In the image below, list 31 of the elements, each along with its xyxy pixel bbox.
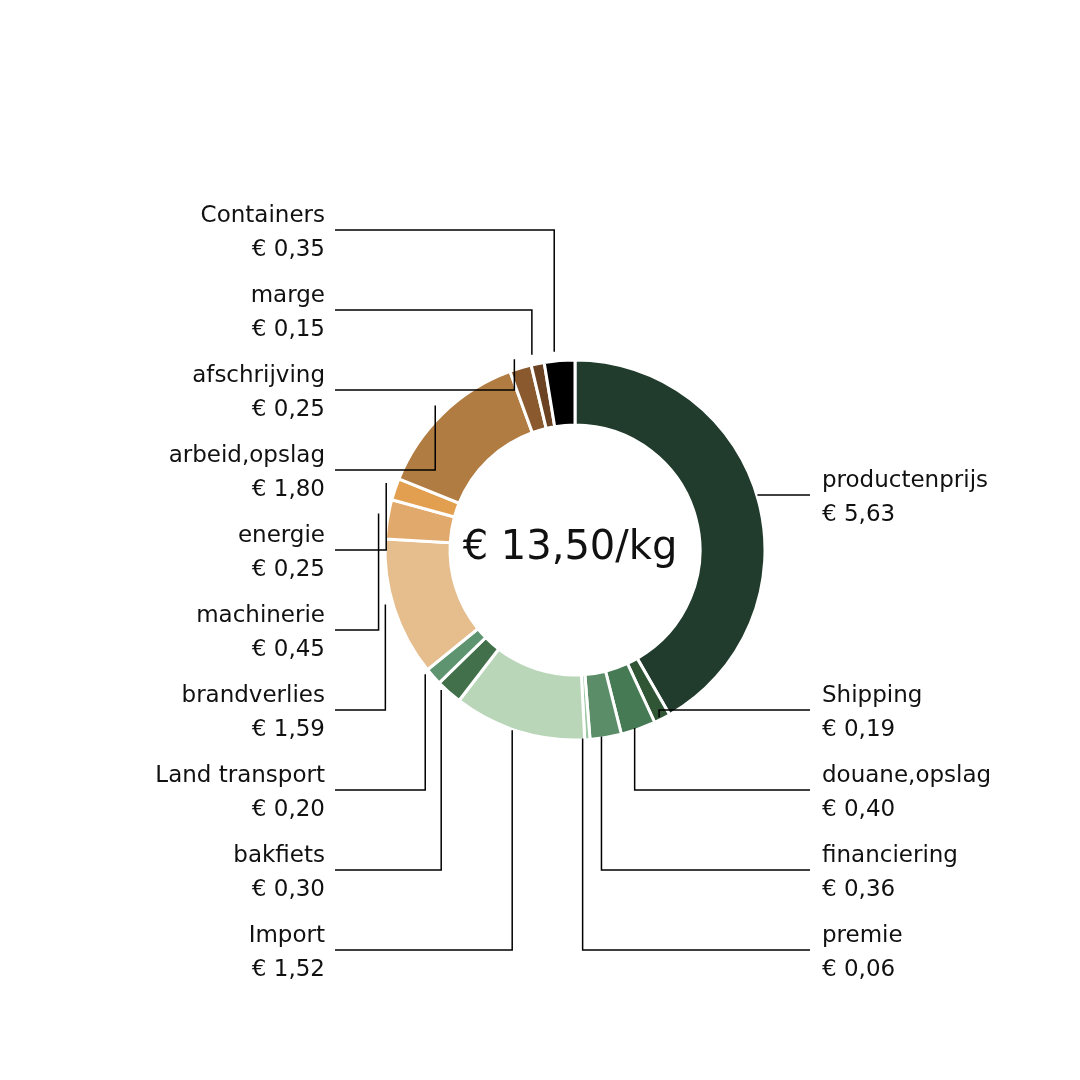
slice-label: Containers <box>200 201 325 227</box>
slice-label: bakfiets <box>233 841 325 867</box>
data-label: € 1,59 <box>251 715 325 741</box>
data-label: € 0,30 <box>251 875 325 901</box>
data-label: € 0,36 <box>822 875 896 901</box>
data-label: € 0,25 <box>251 395 325 421</box>
slice-label: afschrijving <box>192 361 325 387</box>
slice-label: machinerie <box>196 601 325 627</box>
data-label: € 0,06 <box>822 955 896 981</box>
data-label: € 5,63 <box>822 500 896 527</box>
data-label: € 0,15 <box>251 315 325 341</box>
slice-label: energie <box>237 521 325 547</box>
slice-label: marge <box>250 281 325 307</box>
data-label: € 0,35 <box>251 235 325 261</box>
slice-label: douane,opslag <box>822 761 992 787</box>
slice-label: premie <box>822 921 903 947</box>
data-label: € 0,25 <box>251 555 325 581</box>
slice-label: brandverlies <box>181 681 325 707</box>
data-label: € 1,80 <box>251 475 325 501</box>
slice-label: arbeid,opslag <box>168 441 325 467</box>
slice-label: Shipping <box>822 681 923 707</box>
data-label: € 0,45 <box>251 635 325 661</box>
slice-label: financiering <box>822 841 958 867</box>
slice-label: Import <box>248 921 325 947</box>
data-label: € 0,20 <box>251 795 325 821</box>
data-label: € 0,40 <box>822 795 896 821</box>
data-label: € 0,19 <box>822 715 896 741</box>
data-label: € 1,52 <box>251 955 325 981</box>
slice-label: Land transport <box>155 761 325 787</box>
slice-label: productenprijs <box>822 466 989 493</box>
text: € 13,50/kg <box>462 522 678 568</box>
